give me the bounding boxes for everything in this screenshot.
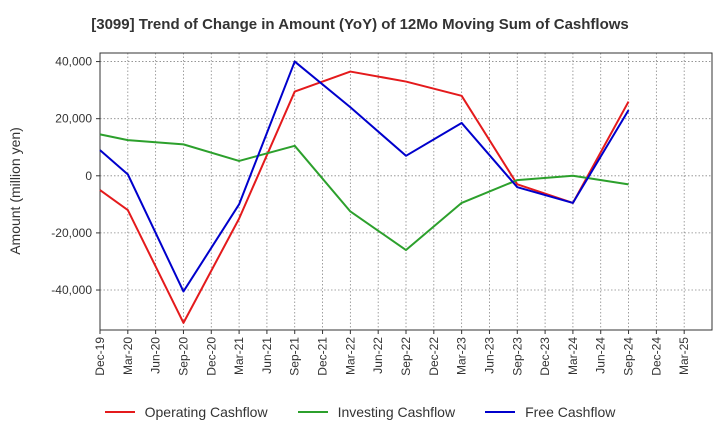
legend-item-free: Free Cashflow [485,404,615,420]
y-tick-label: 40,000 [55,55,92,69]
x-tick-label: Mar-20 [121,337,135,375]
chart-title: [3099] Trend of Change in Amount (YoY) o… [91,16,629,33]
x-tick-label: Dec-23 [538,337,552,376]
legend-swatch-free [485,411,516,413]
x-tick-label: Sep-23 [510,337,524,376]
x-tick-label: Sep-22 [399,337,413,376]
x-tick-label: Dec-21 [316,337,330,376]
x-tick-label: Sep-21 [288,337,302,376]
x-tick-label: Dec-20 [204,337,218,376]
legend: Operating Cashflow Investing Cashflow Fr… [0,404,720,420]
y-tick-label: -20,000 [51,226,92,240]
x-tick-label: Sep-20 [176,337,190,376]
x-tick-label: Jun-21 [260,337,274,374]
series-layer [99,60,630,324]
y-tick-label: 20,000 [55,112,92,126]
x-tick-label: Jun-20 [149,337,163,374]
x-tick-label: Mar-23 [455,337,469,375]
legend-label-free: Free Cashflow [525,404,616,420]
legend-item-operating: Operating Cashflow [104,404,268,420]
x-tick-label: Sep-24 [622,337,636,376]
x-tick-label: Dec-19 [93,337,107,376]
series-line-operating-cashflow [99,70,630,324]
x-tick-label: Mar-22 [343,337,357,375]
legend-swatch-operating [104,411,135,413]
series-line-free-cashflow [99,60,630,293]
x-tick-label: Mar-25 [677,337,691,375]
y-axis-label: Amount (million yen) [7,127,23,255]
y-tick-label: 0 [85,169,92,183]
legend-swatch-investing [297,411,328,413]
legend-item-investing: Investing Cashflow [297,404,456,420]
x-tick-label: Jun-23 [482,337,496,374]
x-axis: Dec-19 Mar-20 Jun-20 Sep-20 Dec-20 Mar-21 Jun-… [93,330,691,376]
series-line-investing-cashflow [99,133,629,252]
x-tick-label: Jun-24 [594,337,608,374]
x-tick-label: Mar-21 [232,337,246,375]
x-tick-label: Dec-24 [649,337,663,376]
x-tick-label: Dec-22 [427,337,441,376]
y-axis: 40,000 20,000 0 -20,000 -40,000 [51,55,100,297]
x-tick-label: Jun-22 [371,337,385,374]
grid [100,53,712,330]
legend-label-operating: Operating Cashflow [144,404,268,420]
legend-label-investing: Investing Cashflow [337,404,456,420]
y-tick-label: -40,000 [51,283,92,297]
x-tick-label: Mar-24 [566,337,580,375]
